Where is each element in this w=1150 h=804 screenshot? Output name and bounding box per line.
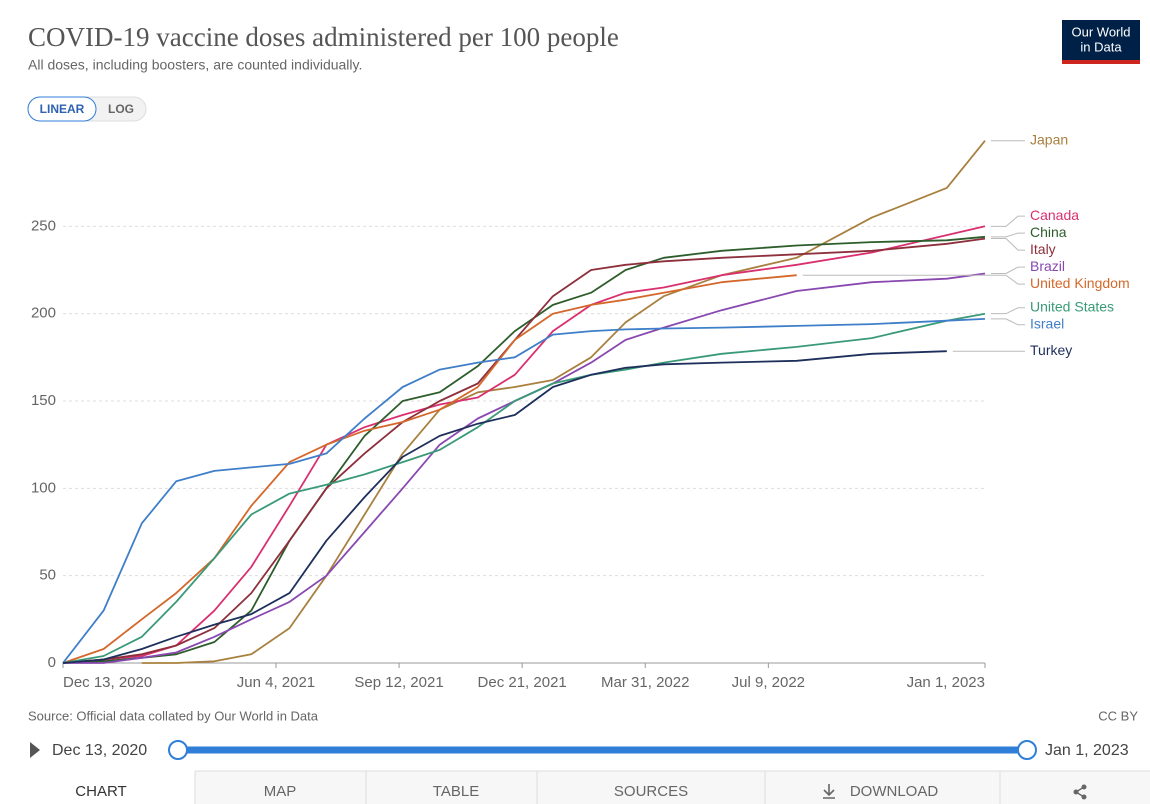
download-icon[interactable] [823, 784, 835, 799]
series-line [62, 225, 986, 664]
license: CC BY [1098, 708, 1138, 723]
series-line [62, 274, 797, 664]
series-line [62, 350, 947, 664]
series-line [62, 318, 986, 664]
y-tick-label: 0 [48, 654, 56, 671]
legend-connector [991, 318, 1025, 326]
legend-label: Canada [1030, 207, 1079, 223]
y-tick-label: 200 [31, 305, 56, 322]
legend-label: Israel [1030, 315, 1064, 331]
series-line [141, 140, 986, 664]
tab-sources[interactable]: SOURCES [614, 783, 688, 800]
share-icon[interactable] [1073, 784, 1087, 800]
toggle-active[interactable] [27, 96, 97, 122]
x-tick-label: Mar 31, 2022 [601, 674, 689, 691]
legend-label: Brazil [1030, 258, 1065, 274]
legend-connector [802, 274, 1025, 285]
tab-chart[interactable]: CHART [75, 783, 126, 800]
x-tick-label: Dec 13, 2020 [63, 674, 152, 691]
timeline[interactable]: Dec 13, 2020 Jan 1, 2023 [30, 740, 1129, 760]
timeline-end: Jan 1, 2023 [1045, 742, 1129, 759]
legend-connector [991, 215, 1025, 227]
x-tick-label: Jan 1, 2023 [907, 674, 985, 691]
y-tick-label: 100 [31, 479, 56, 496]
toggle-linear[interactable]: LINEAR [40, 102, 85, 116]
legend-label: United Kingdom [1030, 275, 1130, 291]
x-tick-label: Dec 21, 2021 [478, 674, 567, 691]
toggle-log[interactable]: LOG [108, 102, 134, 116]
logo-box[interactable] [1062, 20, 1140, 60]
share-lines[interactable] [1075, 786, 1085, 798]
tab-map[interactable]: MAP [264, 783, 297, 800]
logo-stripe[interactable] [1062, 60, 1140, 64]
timeline-start: Dec 13, 2020 [52, 742, 147, 759]
logo-text[interactable]: Our World [1072, 24, 1131, 39]
legend-connector [991, 266, 1025, 274]
legend-connector [991, 232, 1025, 238]
series-line [63, 272, 986, 664]
plot: 0 50 100 150 200 250 Dec 13, 2020 Jun 4, 2021 Se… [31, 131, 1130, 691]
legend-label: Japan [1030, 131, 1068, 147]
scale-toggle[interactable]: LINEAR LOG [27, 96, 147, 122]
tab-download[interactable]: DOWNLOAD [850, 783, 939, 800]
legend-connector [991, 238, 1025, 251]
x-tick-label: Jul 9, 2022 [732, 674, 805, 691]
source: Source: Official data collated by Our Wo… [28, 708, 319, 723]
x-tick-label: Sep 12, 2021 [354, 674, 443, 691]
tab-table[interactable]: TABLE [433, 783, 479, 800]
x-tick-label: Jun 4, 2021 [237, 674, 315, 691]
legend-connector [991, 307, 1025, 315]
legend-label: China [1030, 224, 1067, 240]
legend-label: Turkey [1030, 342, 1072, 358]
legend-label: Italy [1030, 241, 1056, 257]
series-line [62, 237, 986, 664]
timeline-handle[interactable] [168, 740, 188, 760]
legend-label: United States [1030, 298, 1114, 314]
series-line [62, 235, 986, 664]
series-line [62, 312, 986, 664]
play-button[interactable] [30, 742, 40, 758]
tabs[interactable]: CHART MAP TABLE SOURCES DOWNLOAD [75, 770, 1150, 804]
tab-bg [195, 771, 1150, 804]
y-tick-label: 150 [31, 392, 56, 409]
timeline-handle[interactable] [1017, 740, 1037, 760]
y-tick-label: 50 [39, 567, 56, 584]
logo-text[interactable]: in Data [1080, 39, 1122, 54]
y-tick-label: 250 [31, 217, 56, 234]
logo[interactable]: Our World in Data [1062, 20, 1140, 64]
chart-title: COVID-19 vaccine doses administered per … [28, 22, 619, 52]
chart-subtitle: All doses, including boosters, are count… [28, 57, 362, 73]
